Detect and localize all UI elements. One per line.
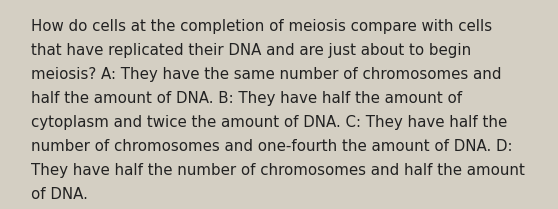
- Text: cytoplasm and twice the amount of DNA. C: They have half the: cytoplasm and twice the amount of DNA. C…: [31, 115, 507, 130]
- Text: of DNA.: of DNA.: [31, 187, 88, 202]
- Text: They have half the number of chromosomes and half the amount: They have half the number of chromosomes…: [31, 163, 525, 178]
- Text: meiosis? A: They have the same number of chromosomes and: meiosis? A: They have the same number of…: [31, 67, 501, 82]
- Text: How do cells at the completion of meiosis compare with cells: How do cells at the completion of meiosi…: [31, 19, 492, 34]
- Text: that have replicated their DNA and are just about to begin: that have replicated their DNA and are j…: [31, 43, 471, 58]
- Text: number of chromosomes and one-fourth the amount of DNA. D:: number of chromosomes and one-fourth the…: [31, 139, 512, 154]
- Text: half the amount of DNA. B: They have half the amount of: half the amount of DNA. B: They have hal…: [31, 91, 462, 106]
